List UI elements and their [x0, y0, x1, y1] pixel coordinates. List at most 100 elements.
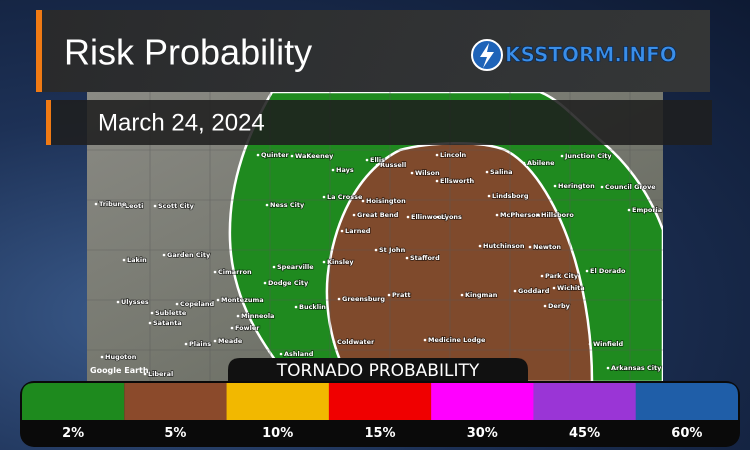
city-dot	[256, 153, 260, 157]
city-label: Greensburg	[342, 295, 385, 303]
city-dot	[116, 300, 120, 304]
legend-swatch	[124, 383, 228, 420]
city-label: Minneola	[241, 312, 274, 320]
city-label: Satanta	[153, 319, 182, 327]
city-dot	[153, 204, 157, 208]
city-label: Larned	[345, 227, 371, 235]
city-dot	[436, 215, 440, 219]
city-dot	[374, 248, 378, 252]
city-label: Fowler	[235, 324, 260, 332]
header-bar	[40, 10, 710, 92]
date-bar	[50, 100, 712, 145]
city-label: Salina	[490, 168, 513, 176]
city-dot	[184, 342, 188, 346]
city-dot	[495, 213, 499, 217]
city-dot	[290, 154, 294, 158]
logo-text: KSSTORM.INFO	[505, 43, 677, 67]
city-label: Lakin	[127, 256, 147, 264]
header-accent	[36, 10, 42, 92]
city-label: Park City	[545, 272, 579, 280]
city-dot	[423, 338, 427, 342]
city-dot	[460, 293, 464, 297]
city-label: Winfield	[593, 340, 623, 348]
city-label: Coldwater	[337, 338, 375, 346]
city-label: Hoisington	[366, 197, 406, 205]
city-label: Council Grove	[605, 183, 656, 191]
city-dot	[552, 286, 556, 290]
city-dot	[553, 184, 557, 188]
city-label: Abilene	[527, 159, 555, 167]
city-label: Liberal	[148, 370, 173, 378]
city-label: Montezuma	[221, 296, 264, 304]
city-label: Medicine Lodge	[428, 336, 486, 344]
city-dot	[162, 253, 166, 257]
city-label: Plains	[189, 340, 211, 348]
city-dot	[213, 339, 217, 343]
city-label: Ashland	[284, 350, 314, 358]
city-label: Quinter	[261, 151, 290, 159]
city-label: Ellinwood	[411, 213, 447, 221]
city-dot	[600, 185, 604, 189]
legend-label: 2%	[62, 426, 84, 441]
city-dot	[528, 245, 532, 249]
city-dot	[478, 244, 482, 248]
county-lines	[87, 92, 663, 382]
city-label: Kinsley	[327, 258, 354, 266]
city-label: Hillsboro	[541, 211, 574, 219]
city-label: Bucklin	[299, 303, 326, 311]
city-label: St John	[379, 246, 406, 254]
legend-label: 10%	[262, 426, 293, 441]
city-dot	[279, 352, 283, 356]
city-label: Lindsborg	[492, 192, 529, 200]
city-dot	[263, 281, 267, 285]
city-dot	[294, 305, 298, 309]
city-label: Cimarron	[218, 268, 252, 276]
legend-label: 15%	[364, 426, 395, 441]
city-label: Hutchinson	[483, 242, 525, 250]
city-dot	[435, 179, 439, 183]
legend-title: TORNADO PROBABILITY	[276, 361, 480, 381]
city-dot	[120, 204, 124, 208]
map-attribution: Google Earth	[90, 366, 149, 375]
city-dot	[332, 340, 336, 344]
city-label: Newton	[533, 243, 561, 251]
city-dot	[522, 161, 526, 165]
city-label: Great Bend	[357, 211, 399, 219]
city-label: Lincoln	[440, 151, 467, 159]
city-dot	[513, 289, 517, 293]
date-accent	[46, 100, 51, 145]
city-label: Arkansas City	[611, 364, 662, 372]
legend-label: 5%	[164, 426, 186, 441]
city-label: Wilson	[415, 169, 440, 177]
city-label: Copeland	[180, 300, 215, 308]
city-label: Emporia	[632, 206, 662, 214]
city-dot	[405, 256, 409, 260]
legend-swatch	[328, 383, 432, 420]
city-dot	[606, 366, 610, 370]
city-dot	[94, 202, 98, 206]
legend-tab	[228, 358, 528, 383]
city-dot	[322, 195, 326, 199]
city-label: Ellis	[370, 156, 385, 164]
city-dot	[627, 208, 631, 212]
header-title: Risk Probability	[64, 32, 312, 73]
city-dot	[322, 260, 326, 264]
city-label: Lyons	[441, 213, 462, 221]
logo: KSSTORM.INFO	[471, 39, 677, 71]
city-label: Russell	[380, 161, 406, 169]
city-label: Herington	[558, 182, 595, 190]
city-dot	[588, 342, 592, 346]
city-dot	[236, 314, 240, 318]
legend-swatch	[431, 383, 534, 420]
city-dot	[265, 203, 269, 207]
city-dot	[230, 326, 234, 330]
city-dot	[435, 153, 439, 157]
city-label: Junction City	[564, 152, 612, 160]
city-label: Dodge City	[268, 279, 309, 287]
city-dot	[340, 229, 344, 233]
city-dot	[361, 199, 365, 203]
legend-label: 60%	[671, 426, 702, 441]
